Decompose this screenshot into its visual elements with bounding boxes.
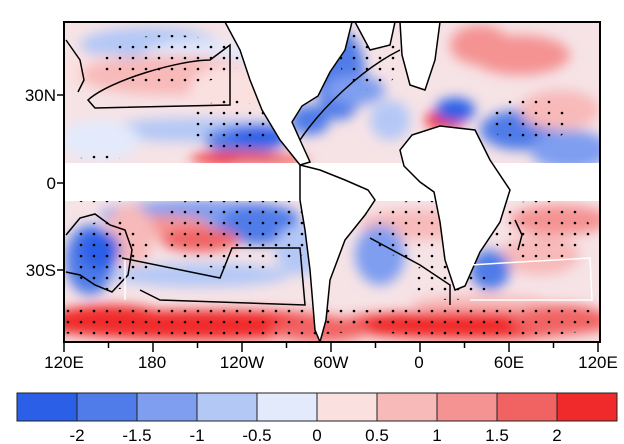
- colorbar-swatch: [16, 392, 78, 422]
- colorbar-label: -0.5: [242, 426, 271, 444]
- stipple-region: [490, 200, 590, 260]
- asia-coastline: [65, 39, 85, 93]
- stipple-region: [190, 100, 270, 150]
- contour-line: [299, 49, 401, 141]
- stipple-region: [70, 220, 150, 290]
- colorbar-label: 1.5: [485, 426, 509, 444]
- south-america-landmass: [299, 164, 376, 342]
- lat-tick-label: 30S: [26, 261, 56, 280]
- lon-tick-label: 120W: [220, 353, 264, 372]
- colorbar-swatch: [316, 392, 378, 422]
- contour-lines: [86, 43, 593, 306]
- lat-tick-label: 30N: [25, 86, 56, 105]
- map-frame: [63, 21, 601, 343]
- colorbar-swatch: [256, 392, 318, 422]
- africa-landmass: [399, 125, 511, 291]
- continents: [65, 22, 523, 342]
- colorbar-label: -2: [69, 426, 84, 444]
- anomaly-blob: [450, 25, 510, 65]
- europe-north-landmass: [399, 22, 441, 91]
- stipple-region: [490, 95, 570, 145]
- colorbar-swatch: [556, 392, 618, 422]
- contour-line: [86, 43, 231, 109]
- stipple-region: [100, 35, 240, 85]
- map-panel: [64, 22, 600, 342]
- lon-tick-label: 180: [138, 353, 166, 372]
- colorbar-label: -1: [189, 426, 204, 444]
- lat-tick-label: 0: [47, 174, 56, 193]
- contour-line: [469, 257, 593, 301]
- colorbar-swatch: [76, 392, 138, 422]
- anomaly-blob: [370, 100, 410, 140]
- australia-coastline: [65, 213, 133, 293]
- colorbar-swatch: [376, 392, 438, 422]
- colorbar-swatch: [136, 392, 198, 422]
- anomaly-blob: [290, 105, 330, 135]
- colorbar-swatch: [496, 392, 558, 422]
- colorbar-label: -1.5: [122, 426, 151, 444]
- anomaly-blob: [64, 120, 140, 160]
- contour-line: [121, 247, 306, 306]
- colorbar: -2 -1.5 -1 -0.5 0 0.5 1 1.5 2: [16, 392, 618, 444]
- lon-tick-label: 0: [414, 353, 423, 372]
- lon-tick-label: 120E: [578, 353, 618, 372]
- colorbar-swatch: [196, 392, 258, 422]
- colorbar-label: 1: [432, 426, 441, 444]
- colorbar-label: 2: [552, 426, 561, 444]
- stipple-region: [64, 302, 400, 338]
- madagascar-coastline: [514, 219, 523, 251]
- stipple-region: [350, 302, 600, 338]
- stipple-region: [160, 190, 320, 270]
- colorbar-label: 0.5: [365, 426, 389, 444]
- colorbar-swatch: [436, 392, 498, 422]
- lon-tick-label: 60W: [314, 353, 349, 372]
- anomaly-blob: [435, 98, 475, 122]
- lon-tick-label: 60E: [494, 353, 524, 372]
- map-axes: 120E 180 120W 60W 0 60E 120E 30N 0 30S: [25, 86, 618, 372]
- lon-tick-label: 120E: [44, 353, 84, 372]
- greenland-landmass: [354, 22, 396, 51]
- contour-line: [369, 237, 451, 305]
- colorbar-label: 0: [312, 426, 321, 444]
